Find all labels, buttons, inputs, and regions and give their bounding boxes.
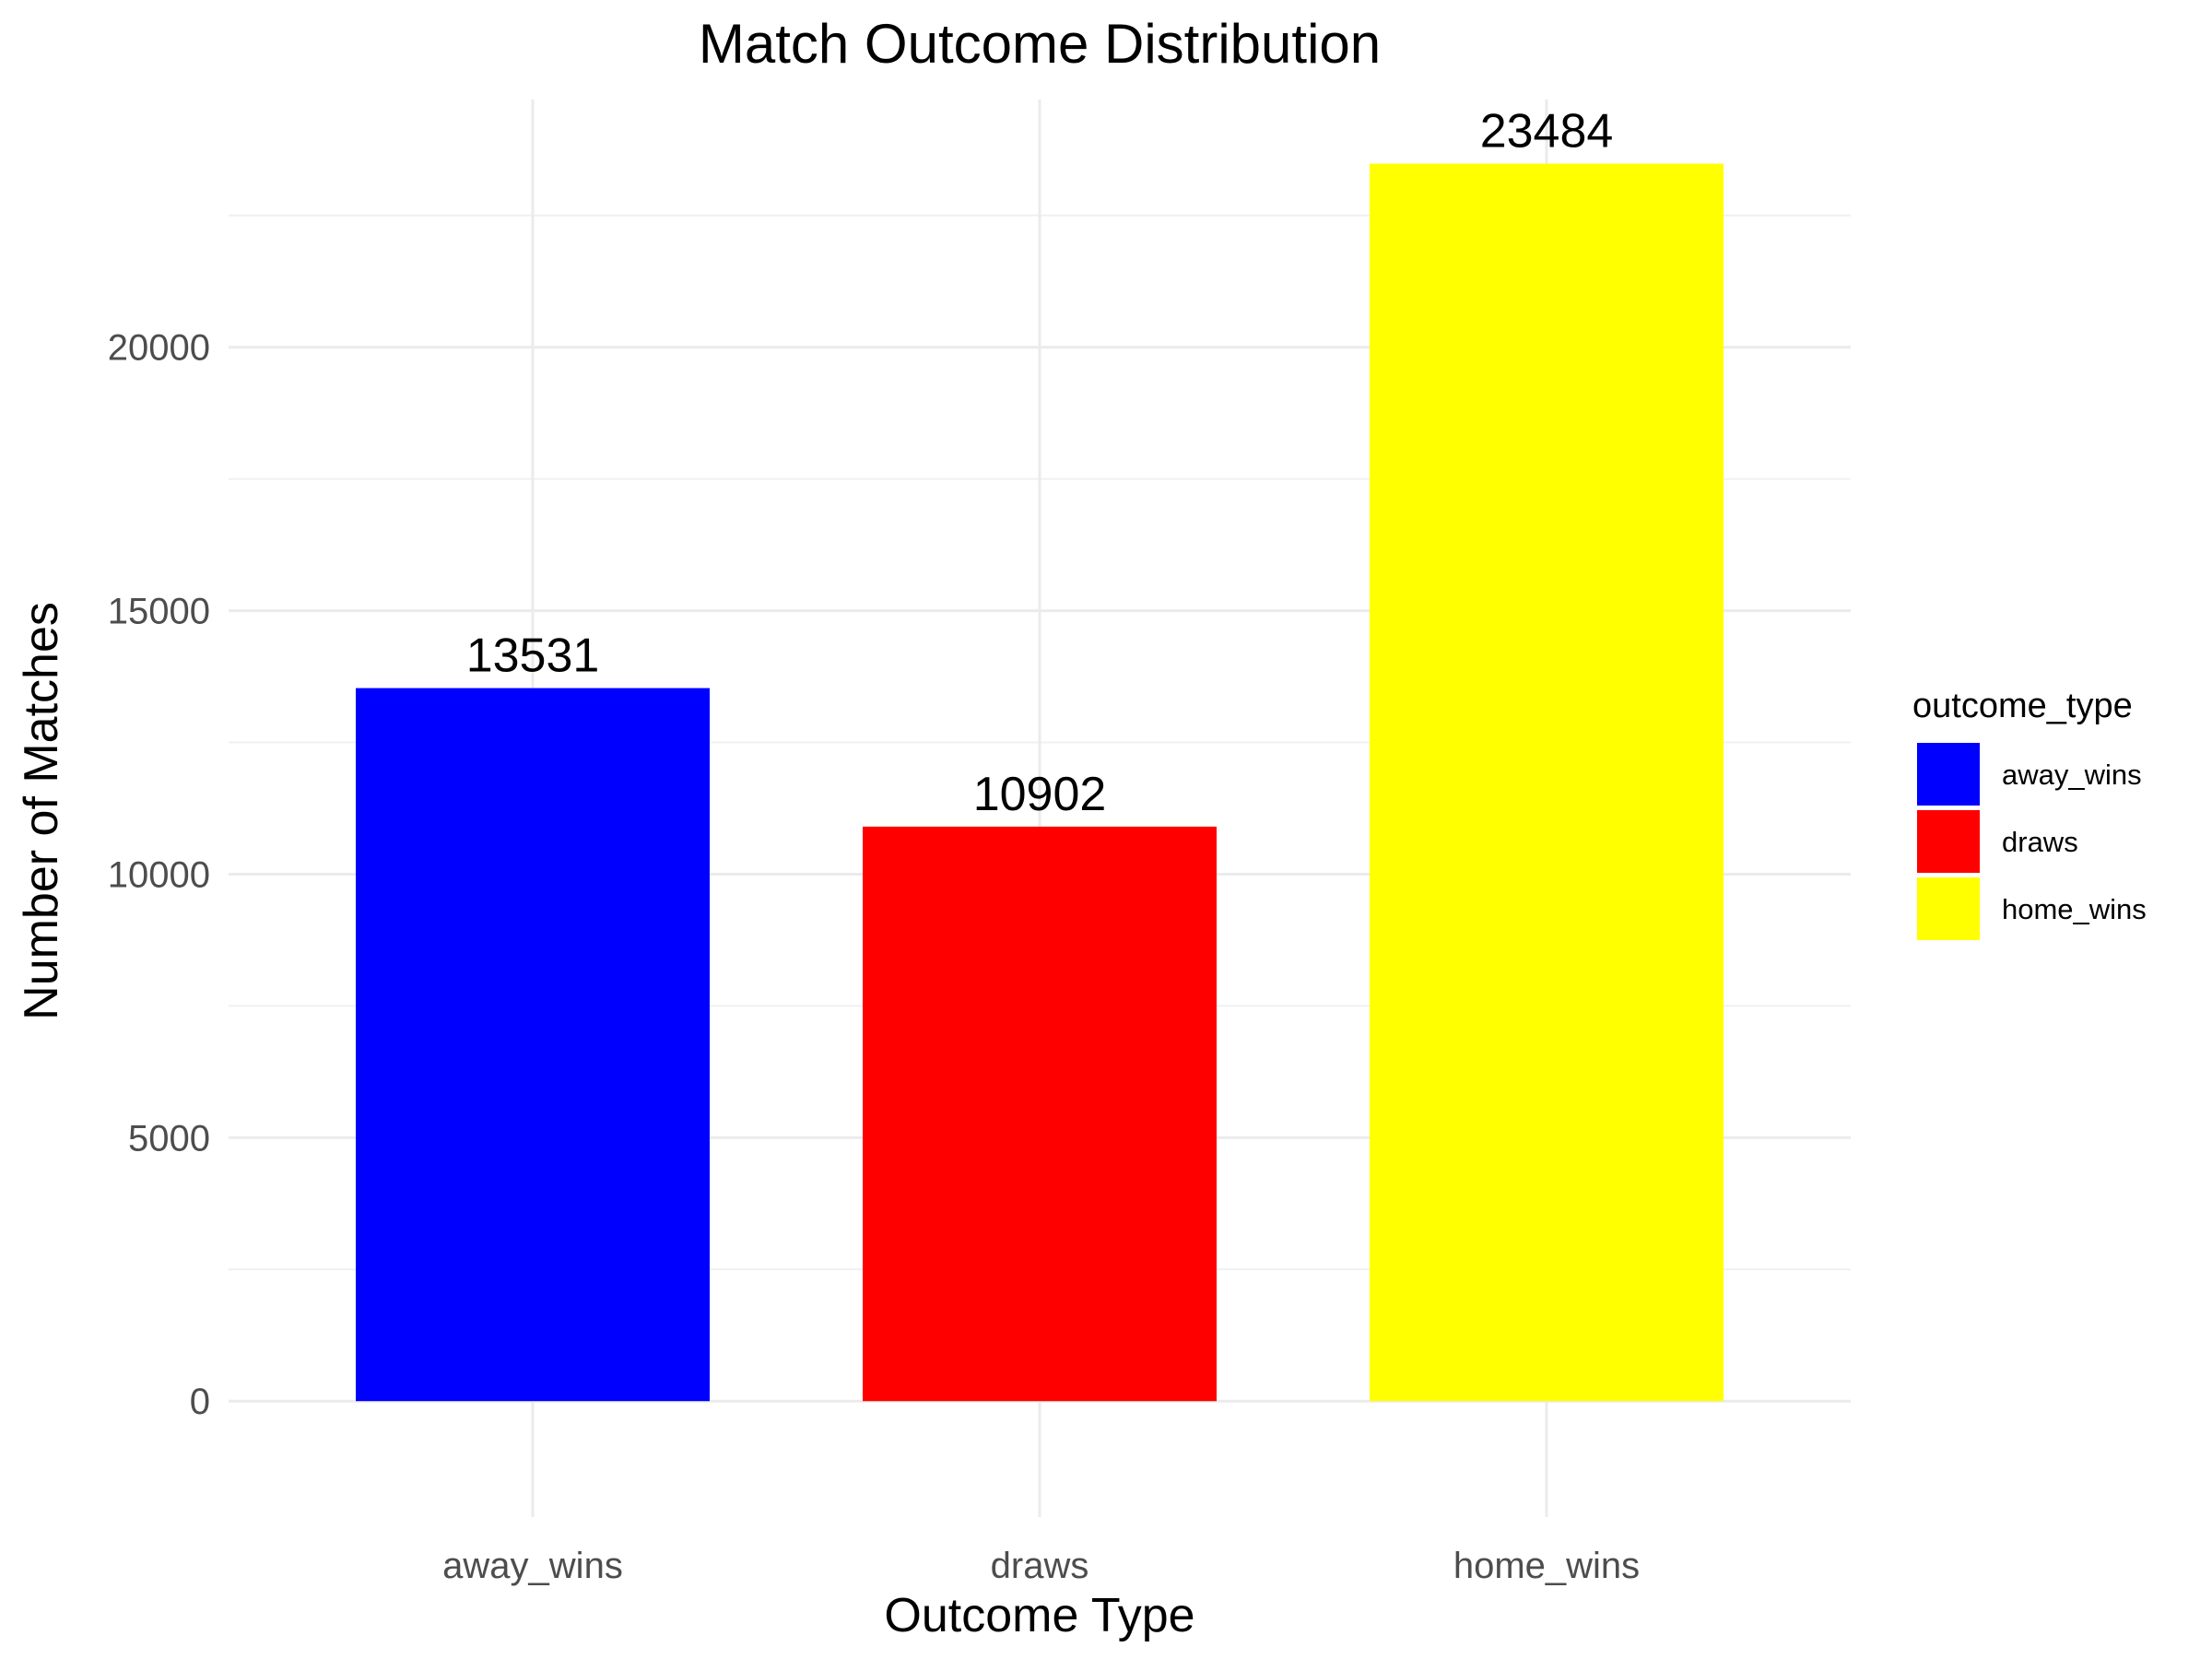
- data-label-draws: 10902: [973, 768, 1107, 821]
- x-tick-label: draws: [991, 1546, 1089, 1586]
- x-axis-title: Outcome Type: [884, 1589, 1194, 1642]
- legend-key-away_wins: [1917, 743, 1980, 806]
- bars: [356, 163, 1724, 1402]
- legend-title: outcome_type: [1912, 687, 2133, 725]
- x-tick-label: home_wins: [1453, 1546, 1640, 1586]
- chart-title: Match Outcome Distribution: [699, 13, 1381, 75]
- data-label-away_wins: 13531: [466, 629, 600, 683]
- legend-label-home_wins: home_wins: [2002, 893, 2147, 925]
- data-label-home_wins: 23484: [1480, 105, 1614, 159]
- y-tick-label: 5000: [128, 1118, 210, 1159]
- data-labels: 13531 10902 23484: [466, 105, 1614, 821]
- y-tick-label: 10000: [108, 854, 210, 895]
- bar-home_wins: [1370, 163, 1724, 1402]
- x-tick-label: away_wins: [442, 1546, 623, 1586]
- bar-draws: [863, 826, 1217, 1402]
- legend-label-away_wins: away_wins: [2002, 759, 2142, 791]
- bar-away_wins: [356, 688, 710, 1402]
- y-axis-title: Number of Matches: [15, 602, 68, 1020]
- legend-key-home_wins: [1917, 877, 1980, 940]
- legend-key-draws: [1917, 810, 1980, 873]
- x-axis-ticks: away_wins draws home_wins: [442, 1546, 1640, 1586]
- y-tick-label: 20000: [108, 328, 210, 369]
- legend-label-draws: draws: [2002, 826, 2078, 858]
- y-tick-label: 0: [190, 1382, 210, 1422]
- y-axis-ticks: 0 5000 10000 15000 20000: [108, 328, 210, 1422]
- y-tick-label: 15000: [108, 592, 210, 632]
